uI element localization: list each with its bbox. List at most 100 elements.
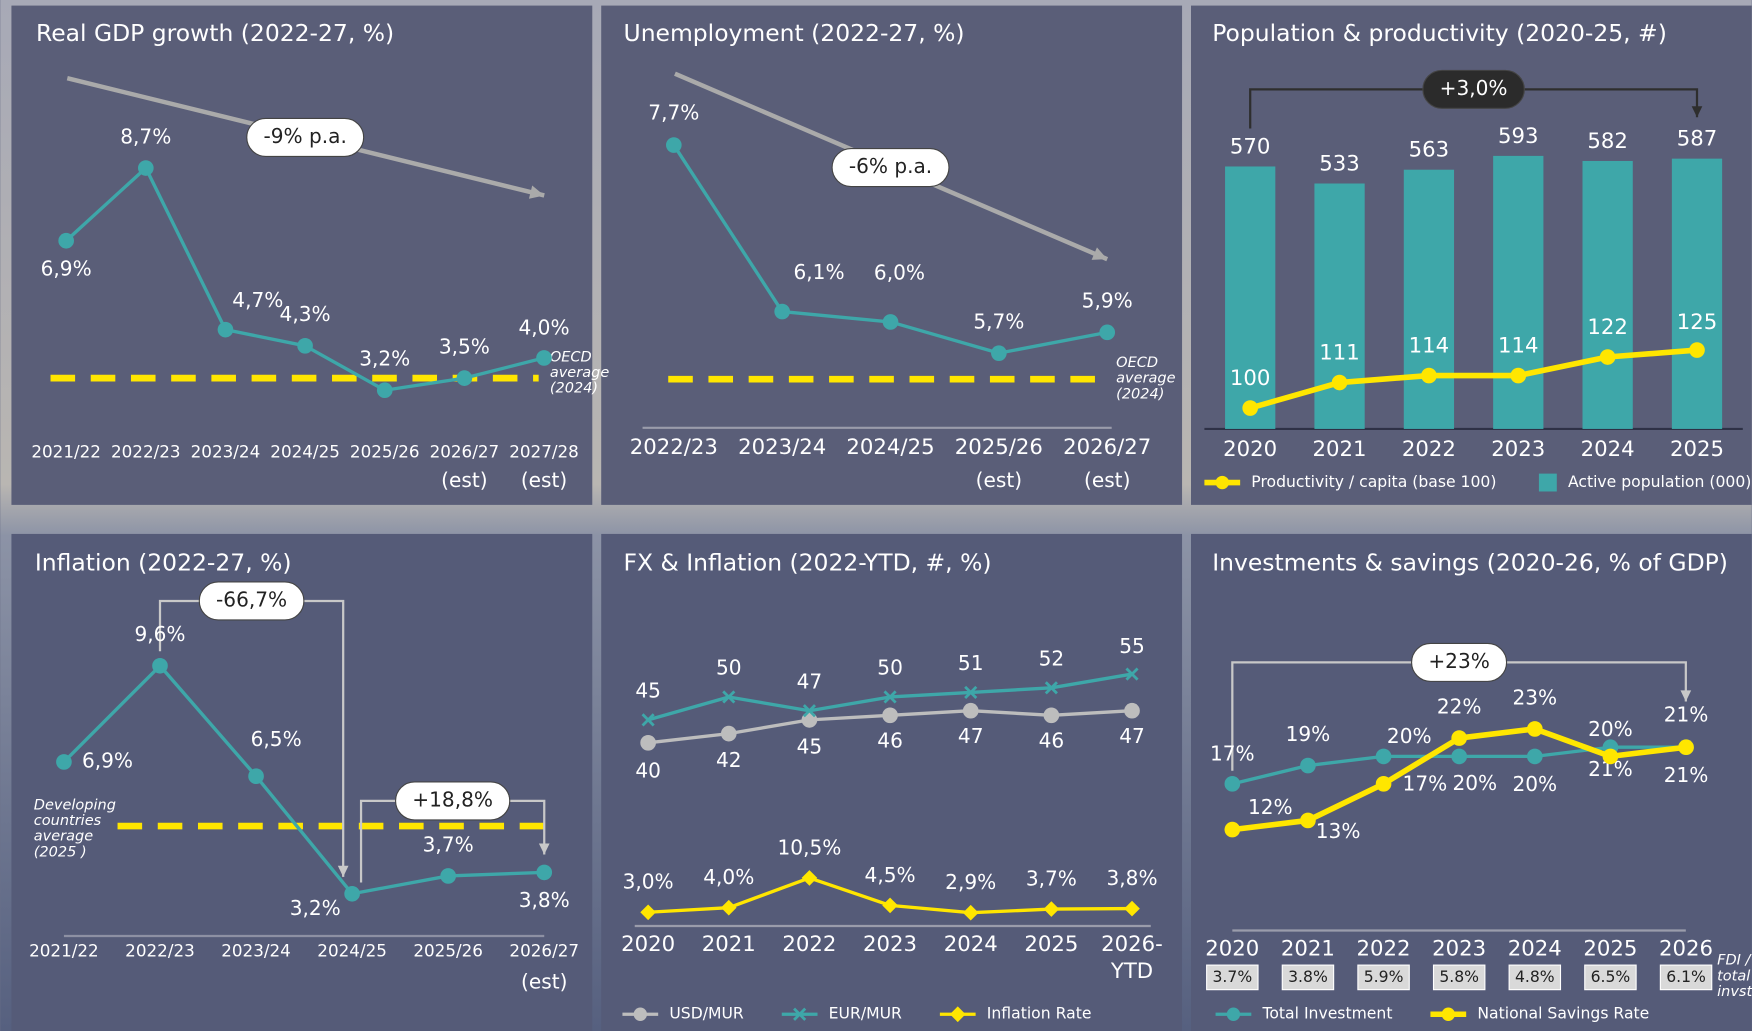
marker (640, 734, 656, 751)
line (1249, 347, 1698, 411)
marker (137, 160, 154, 176)
data-label: 20% (1588, 717, 1633, 741)
data-label: 3,0% (623, 870, 674, 894)
arrow-head (337, 865, 349, 877)
annotation-pill (1422, 69, 1525, 109)
data-label: 20% (1512, 772, 1557, 796)
data-label: 46 (1039, 729, 1065, 753)
x-tick-label: 2020 (1205, 936, 1259, 961)
x-tick-label: 2026-YTD (1101, 932, 1163, 984)
marker (720, 899, 737, 916)
data-label: 3,7% (1026, 867, 1077, 891)
annotation: -66,7% (216, 587, 287, 611)
data-label: 5,9% (1082, 289, 1133, 313)
table-box (1206, 964, 1259, 991)
data-label: 3,8% (519, 888, 570, 912)
table-cell: 4.8% (1515, 967, 1555, 986)
data-label: 20% (1387, 724, 1432, 748)
panel (1190, 533, 1752, 1031)
reference-label: Developing countries average (2025 ) (34, 797, 121, 860)
legend-marker (633, 1007, 648, 1021)
legend-label: National Savings Rate (1477, 1004, 1649, 1023)
bar (1403, 169, 1455, 429)
x-tick-label: 2024/25 (846, 435, 934, 460)
annotation-pill (198, 581, 305, 621)
data-label: 46 (877, 729, 903, 753)
marker (536, 350, 552, 366)
data-label: 8,7% (120, 124, 171, 148)
marker (883, 690, 897, 704)
text-line: YTD (1110, 959, 1153, 984)
data-label: 3,2% (359, 347, 410, 371)
bar-label: 587 (1677, 127, 1718, 152)
data-label: 20% (1452, 771, 1497, 795)
text-line: (2025 ) (34, 844, 87, 860)
x-tick-label: 2021/22 (29, 941, 99, 961)
x-tick-label: 2021 (1313, 437, 1367, 462)
x-tick-label: 2020 (621, 932, 675, 957)
data-label: 3,7% (423, 832, 474, 856)
x-tick-label: 2022/23 (125, 941, 195, 961)
bar-label: 563 (1409, 138, 1450, 163)
x-tick-label: 2025/26 (955, 435, 1043, 460)
marker (58, 232, 74, 249)
data-label: 122 (1587, 315, 1628, 340)
annotation-pill (1411, 642, 1508, 682)
x-tick-note: (est) (976, 468, 1022, 492)
marker (56, 754, 72, 770)
x-tick-label: 2024/25 (317, 941, 387, 961)
marker (1602, 748, 1619, 765)
bar-label: 582 (1587, 129, 1628, 154)
arrow-head (1091, 247, 1108, 260)
marker (801, 870, 818, 886)
data-label: 55 (1119, 634, 1145, 658)
bar (1314, 183, 1365, 429)
data-label: 114 (1498, 334, 1539, 359)
table-cell: 3.7% (1212, 967, 1252, 986)
x-tick-note: (est) (521, 468, 567, 492)
legend-label: Active population (000) (1568, 472, 1751, 491)
data-label: 50 (716, 656, 742, 680)
marker (1599, 349, 1616, 365)
x-tick-label: 2025 (1583, 936, 1637, 961)
table-cell: 6.5% (1591, 967, 1631, 986)
data-label: 17% (1210, 741, 1255, 765)
table-label: FDI / total invst (1717, 953, 1752, 1000)
annotation: -6% p.a. (849, 154, 932, 178)
x-tick-note: (est) (441, 468, 487, 492)
text-line: total (1717, 968, 1752, 984)
x-tick-label: 2021 (1281, 936, 1335, 961)
text-line: invst (1717, 984, 1752, 1000)
x-tick-label: 2022/23 (111, 441, 181, 461)
x-tick-label: 2023/24 (191, 441, 261, 461)
data-label: 4,3% (280, 302, 331, 326)
text-line: average (34, 829, 98, 845)
marker (297, 337, 313, 354)
data-label: 50 (877, 656, 903, 680)
reference-label: OECD average (2024) (1116, 355, 1180, 402)
marker (1125, 667, 1139, 681)
legend-label: USD/MUR (669, 1004, 744, 1023)
marker (720, 725, 737, 742)
x-tick-label: 2026/27 (1063, 435, 1151, 460)
annotation: +18,8% (412, 787, 493, 811)
bar (1671, 158, 1723, 429)
marker (1300, 812, 1316, 829)
data-label: 42 (716, 748, 742, 772)
annotation: +3,0% (1440, 76, 1508, 100)
marker (152, 657, 168, 674)
x-tick-label: 2026/27 (509, 941, 579, 961)
data-label: 21% (1664, 702, 1709, 726)
legend-swatch (1538, 473, 1557, 492)
marker (1124, 702, 1140, 719)
bar (1493, 155, 1544, 429)
text-line: countries (34, 813, 106, 829)
data-label: 12% (1248, 795, 1293, 819)
data-label: 3,5% (439, 334, 490, 358)
table-box (1508, 964, 1562, 991)
marker (1124, 900, 1140, 917)
marker (1375, 748, 1392, 765)
reference-label: OECD average (2024) (550, 349, 614, 396)
bar-label: 533 (1319, 152, 1360, 177)
